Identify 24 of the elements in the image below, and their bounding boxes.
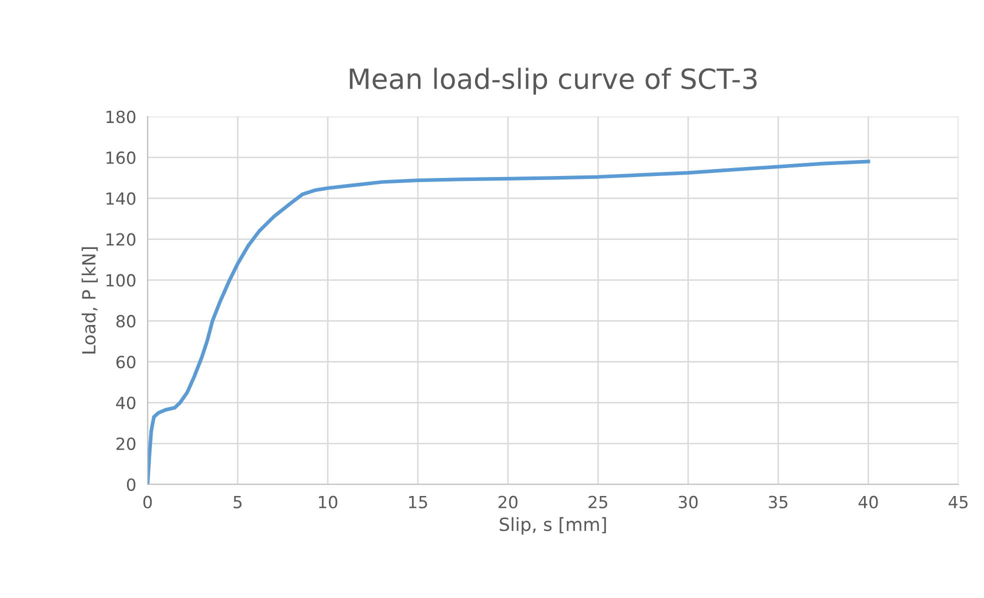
x-tick-label: 10 <box>319 496 338 508</box>
x-tick-label: 45 <box>948 496 968 508</box>
y-tick-label: 40 <box>116 396 136 410</box>
x-axis-title: Slip, s [mm] <box>500 517 606 535</box>
x-tick-label: 25 <box>588 496 608 508</box>
y-axis-title: Load, P [kN] <box>82 247 98 354</box>
line-series <box>148 160 870 484</box>
x-tick-label: 30 <box>678 496 698 508</box>
y-tick-label: 160 <box>106 151 136 164</box>
y-tick-label: 100 <box>106 274 136 287</box>
y-tick-label: 120 <box>106 233 136 246</box>
y-tick-label: 60 <box>116 356 136 368</box>
y-tick-label: 140 <box>106 192 136 205</box>
x-tick-label: 40 <box>858 496 878 508</box>
x-tick-label: 5 <box>234 496 242 508</box>
x-tick-label: 20 <box>498 496 518 508</box>
x-tick-label: 15 <box>409 496 428 508</box>
x-tick-label: 0 <box>143 496 152 508</box>
x-tick-label: 35 <box>768 496 788 508</box>
y-tick-label: 80 <box>116 314 136 328</box>
chart-title: Mean load-slip curve of SCT-3 <box>350 68 757 95</box>
y-tick-label: 0 <box>126 478 136 491</box>
y-tick-label: 20 <box>116 437 136 450</box>
y-tick-label: 180 <box>106 110 136 124</box>
